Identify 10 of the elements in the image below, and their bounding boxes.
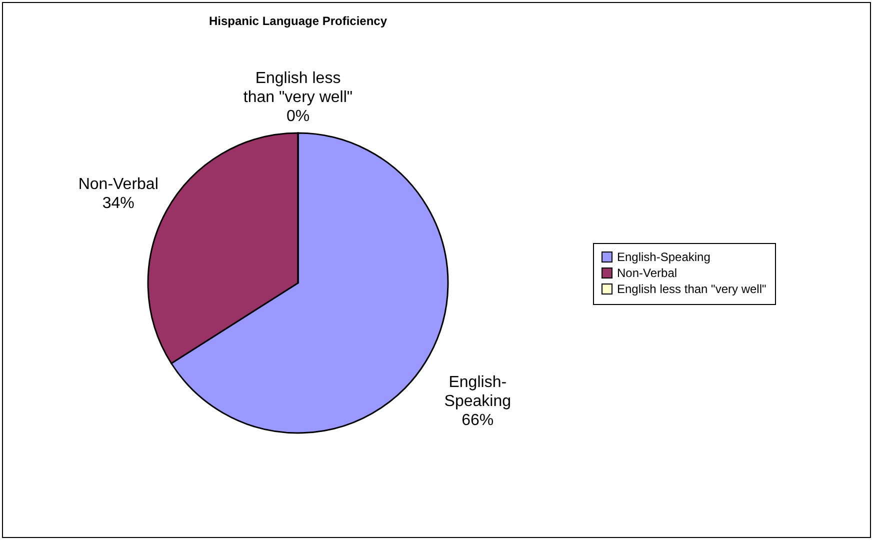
slice-label: English-Speaking [444, 374, 511, 410]
data-label: 66% [462, 412, 494, 429]
legend-label: English-Speaking [617, 250, 710, 264]
slice-label: Non-Verbal [78, 176, 158, 194]
data-label: 34% [102, 195, 134, 212]
category-label: English less than "very well" [243, 70, 353, 106]
text: 0% [286, 108, 310, 125]
legend-label: English less than "very well" [617, 282, 766, 296]
legend-label: Non-Verbal [617, 266, 678, 280]
chart-title: Hispanic Language Proficiency [208, 14, 388, 28]
